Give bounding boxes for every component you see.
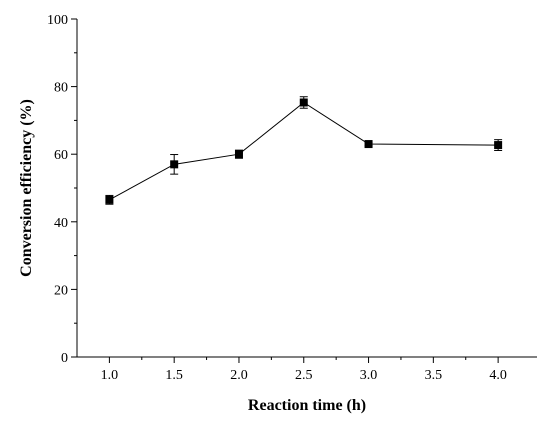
ticks-layer: 0 20 40 60 80 100 1.0 1.5 2.0 2.5 3.0 3.5 4.0 (47, 13, 507, 383)
y-tick-label: 40 (54, 216, 68, 231)
x-tick-label: 2.0 (230, 368, 248, 383)
data-point-marker (170, 160, 179, 169)
x-tick-label: 1.0 (101, 368, 119, 383)
y-tick-label: 100 (47, 13, 68, 28)
data-point-marker (105, 195, 114, 204)
x-tick-label: 1.5 (165, 368, 183, 383)
y-tick-label: 0 (61, 351, 68, 366)
axes-layer (76, 19, 537, 358)
data-point-marker (364, 140, 373, 149)
x-axis-title: Reaction time (h) (248, 397, 366, 414)
series-line (109, 101, 499, 201)
y-tick-label: 60 (54, 148, 68, 163)
x-tick-label: 3.0 (360, 368, 378, 383)
y-tick-label: 20 (54, 283, 68, 298)
x-tick-label: 3.5 (425, 368, 443, 383)
data-point-marker (494, 141, 503, 150)
y-tick-label: 80 (54, 81, 68, 96)
data-point-marker (234, 150, 243, 159)
x-tick-label: 4.0 (489, 368, 507, 383)
x-tick-label: 2.5 (295, 368, 313, 383)
series-layer (105, 96, 503, 205)
data-point-marker (299, 98, 308, 107)
y-axis-title: Conversion efficiency (%) (18, 99, 35, 277)
